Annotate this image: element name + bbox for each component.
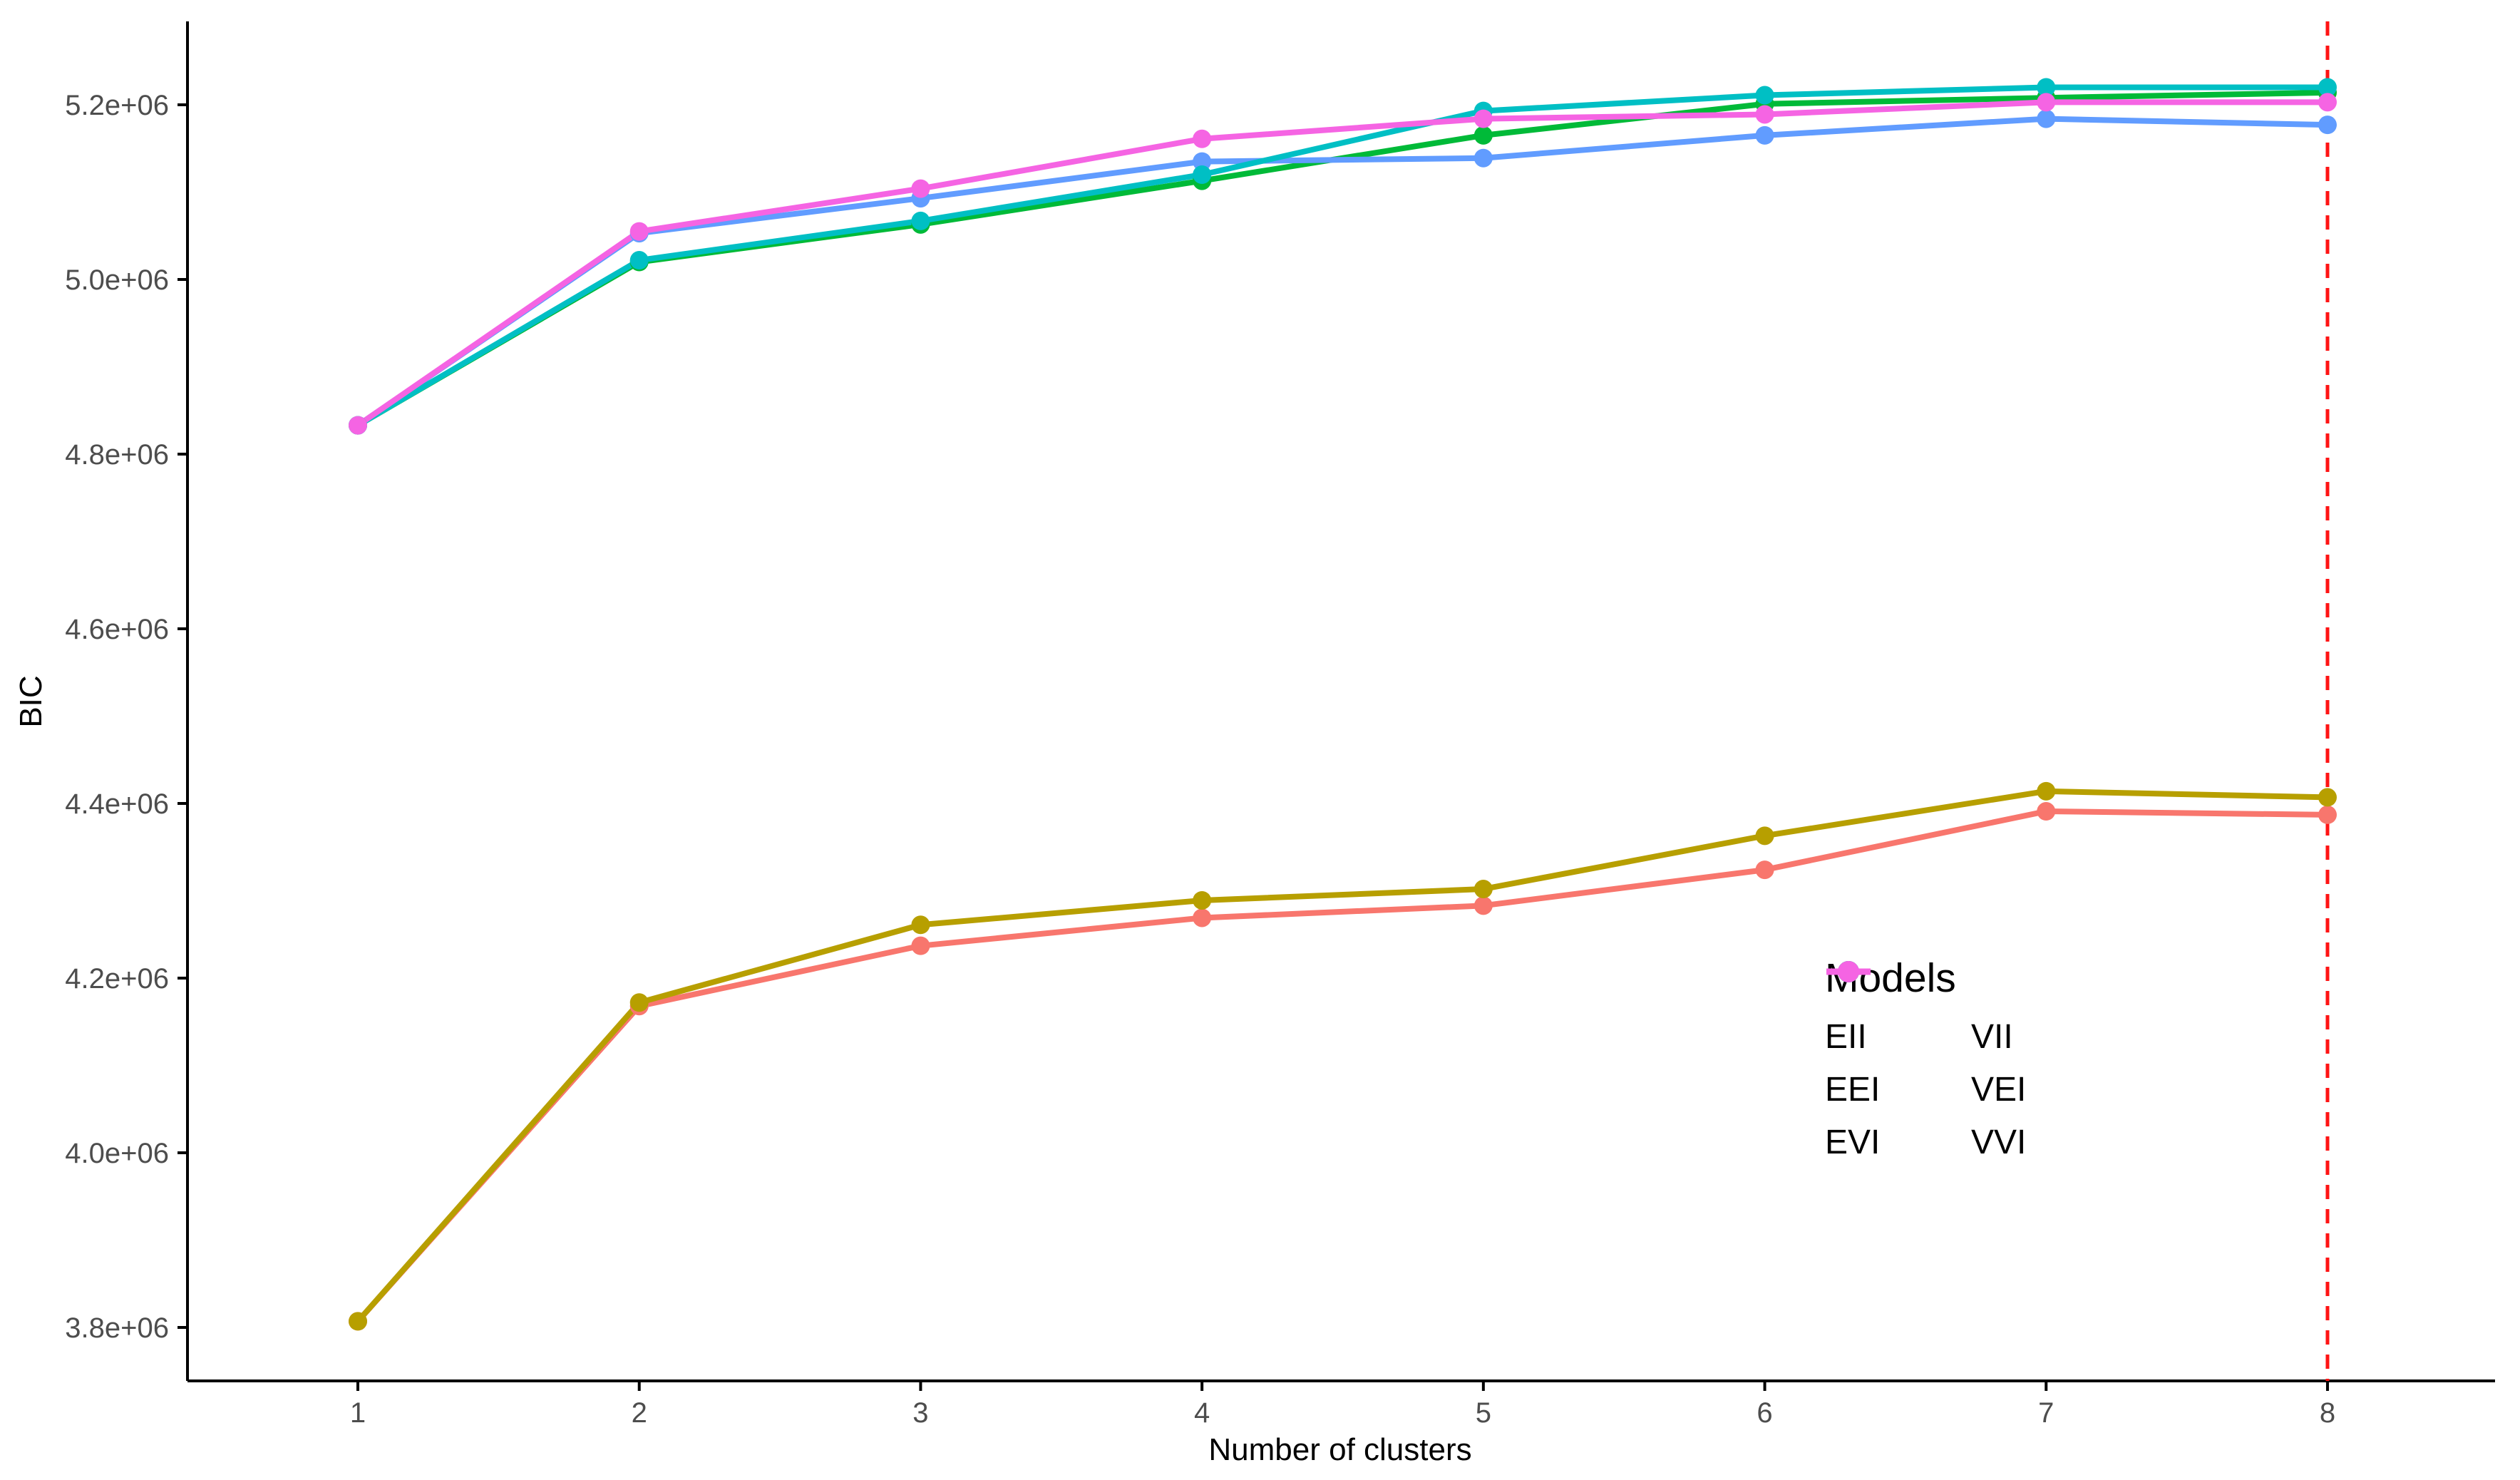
series-point-vvi	[911, 179, 930, 198]
y-tick-label: 5.2e+06	[65, 90, 169, 121]
series-point-evi	[1755, 125, 1774, 145]
series-point-vei	[911, 211, 930, 230]
x-tick-label: 3	[912, 1397, 928, 1429]
x-tick-label: 7	[2038, 1397, 2054, 1429]
legend-entry-vvi: VVI	[1826, 961, 2027, 1162]
legend-entries: EII VII EEI V	[1825, 961, 2027, 1162]
legend-label: EEI	[1825, 1071, 1881, 1109]
legend-label: VVI	[1971, 1124, 2027, 1162]
series-point-evi	[2037, 109, 2056, 128]
series-point-vii	[1755, 826, 1774, 846]
series-point-vei	[1755, 86, 1774, 105]
x-tick-label: 1	[350, 1397, 366, 1429]
legend-entry-vei: VEI	[1826, 961, 2026, 1109]
series-point-eii	[2318, 805, 2337, 824]
series-point-vii	[349, 1312, 367, 1331]
series-point-vvi	[1474, 109, 1493, 128]
series-point-eei	[1474, 125, 1493, 145]
legend-entry-eii: EII	[1825, 961, 1971, 1056]
y-axis-title: BIC	[14, 675, 48, 727]
series-point-vei	[1193, 165, 1212, 184]
series-point-eii	[911, 936, 930, 955]
y-tick-label: 4.8e+06	[65, 439, 169, 471]
y-tick-label: 4.2e+06	[65, 963, 169, 995]
legend-entry-evi: EVI	[1825, 961, 1971, 1162]
series-point-vei	[2318, 78, 2337, 97]
series-point-vvi	[349, 416, 367, 435]
series-point-vii	[1474, 880, 1493, 899]
series-line-vii	[356, 788, 2328, 1324]
series-line-vei	[356, 84, 2328, 428]
series-point-vvi	[1755, 105, 1774, 124]
series-point-evi	[1474, 148, 1493, 168]
series-point-eii	[1755, 860, 1774, 880]
y-tick-label: 4.0e+06	[65, 1138, 169, 1169]
series-point-vei	[629, 251, 649, 270]
series-point-eii	[1193, 908, 1212, 927]
x-axis-title: Number of clusters	[1208, 1432, 1471, 1467]
x-tick-label: 6	[1757, 1397, 1772, 1429]
series-point-vei	[2037, 78, 2056, 97]
y-tick-label: 5.0e+06	[65, 264, 169, 296]
legend-label: VII	[1971, 1018, 2013, 1057]
series-point-vii	[1193, 890, 1212, 910]
series-point-vvi	[1193, 129, 1212, 148]
legend-entry-eei: EEI	[1825, 961, 1971, 1109]
legend: Models EII VII	[1825, 955, 2027, 1162]
legend-label: EII	[1825, 1018, 1867, 1057]
series-point-eii	[1474, 896, 1493, 915]
legend-key-line-dot-icon	[1826, 961, 1871, 982]
series-point-vii	[2037, 781, 2056, 801]
series-point-vii	[2318, 788, 2337, 807]
x-tick-label: 8	[2320, 1397, 2335, 1429]
legend-label: EVI	[1825, 1124, 1881, 1162]
series-point-vii	[911, 915, 930, 935]
x-tick-label: 5	[1476, 1397, 1491, 1429]
series-point-vii	[629, 993, 649, 1012]
series-point-eii	[2037, 802, 2056, 821]
series-point-vvi	[2318, 93, 2337, 112]
x-tick-label: 4	[1194, 1397, 1210, 1429]
legend-entry-vii: VII	[1826, 961, 2026, 1056]
y-tick-label: 4.6e+06	[65, 614, 169, 645]
y-tick-label: 3.8e+06	[65, 1312, 169, 1344]
series-point-vvi	[629, 222, 649, 241]
x-tick-label: 2	[632, 1397, 647, 1429]
series-line-eii	[356, 808, 2328, 1324]
series-line-evi	[356, 115, 2328, 428]
series-point-vvi	[2037, 93, 2056, 112]
series-point-evi	[2318, 115, 2337, 135]
y-tick-label: 4.4e+06	[65, 788, 169, 820]
legend-label: VEI	[1971, 1071, 2027, 1109]
series-point-evi	[1193, 152, 1212, 171]
series-line-vvi	[356, 99, 2328, 428]
